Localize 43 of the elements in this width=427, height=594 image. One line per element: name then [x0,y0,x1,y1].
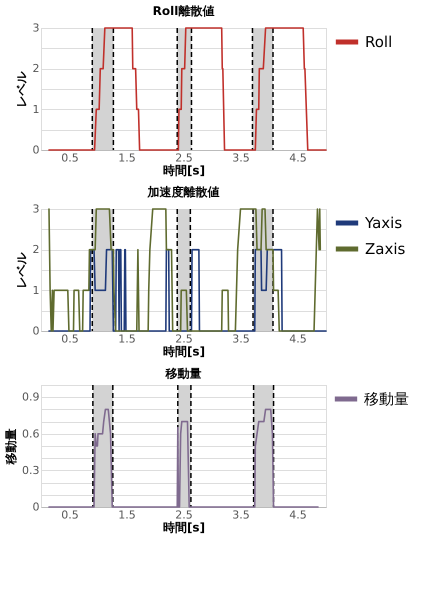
y-tick-label: 3 [32,22,40,34]
y-axis-title: レベル [14,70,28,108]
x-tick-label: 1.5 [118,508,136,522]
chart-title: 加速度離散値 [146,185,220,199]
x-tick-label: 1.5 [118,152,136,164]
x-tick-label: 4.5 [289,332,307,346]
x-axis-title: 時間[s] [162,164,206,178]
legend-label: Zaxis [365,240,406,258]
chart-title: 移動量 [164,366,202,380]
x-tick-label: 2.5 [175,508,193,522]
y-tick-label: 0.3 [22,464,40,477]
x-tick-label: 3.5 [232,508,250,522]
line-series [48,408,319,508]
y-tick-label: 1 [32,284,40,297]
y-axis-title: レベル [14,252,28,288]
x-tick-label: 3.5 [232,332,250,346]
y-tick-label: 0 [32,500,40,514]
legend-label: 移動量 [364,390,409,408]
legend-label: Yaxis [364,214,402,232]
x-tick-label: 2.5 [175,152,193,164]
x-axis-title: 時間[s] [162,520,206,534]
line-series [48,27,327,151]
x-tick-label: 1.5 [118,332,136,346]
y-tick-label: 2 [32,243,40,256]
x-tick-label: 0.5 [61,508,79,522]
x-tick-label: 3.5 [232,152,250,164]
x-tick-label: 2.5 [175,332,193,346]
y-tick-label: 0.6 [22,427,40,440]
x-tick-label: 4.5 [289,508,307,522]
legend-label: Roll [365,33,392,51]
y-tick-label: 3 [32,202,40,216]
x-axis-title: 時間[s] [162,344,206,358]
y-tick-label: 0 [32,324,40,338]
y-tick-label: 0 [32,144,40,156]
line-series [48,208,322,332]
x-tick-label: 0.5 [61,152,79,164]
y-axis-title: 移動量 [4,428,18,466]
y-tick-label: 2 [32,62,40,76]
y-tick-label: 0.9 [22,390,40,404]
y-tick-label: 1 [32,102,40,116]
x-tick-label: 4.5 [289,152,307,164]
chart-title: Roll離散値 [152,4,214,18]
x-tick-label: 0.5 [61,332,79,346]
